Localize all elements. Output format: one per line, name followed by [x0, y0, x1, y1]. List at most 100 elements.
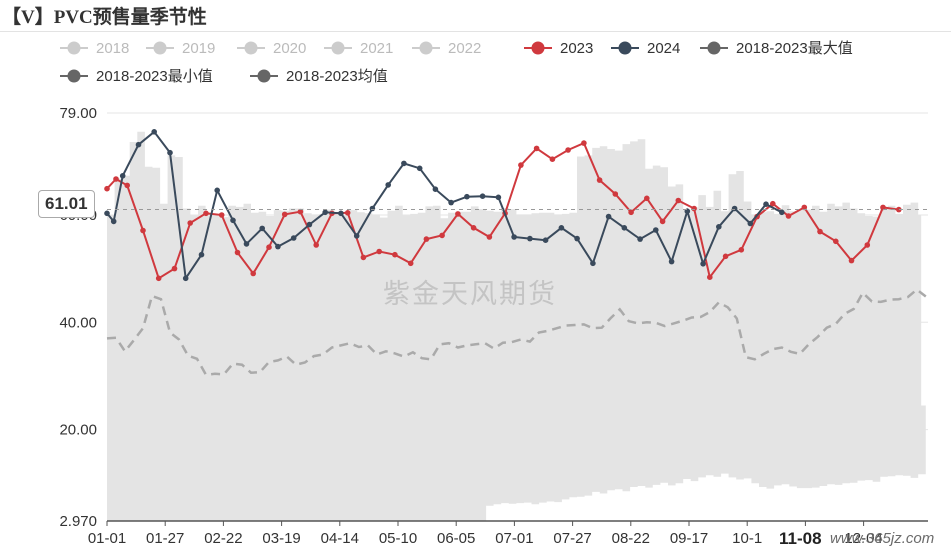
series-point-2024 — [369, 205, 376, 212]
series-point-2024 — [747, 220, 754, 227]
series-point-2023 — [344, 210, 351, 216]
series-point-2023 — [392, 251, 398, 258]
title-divider — [0, 31, 951, 32]
legend-label: 2022 — [448, 40, 481, 57]
x-tick-label: 01-01 — [88, 530, 126, 547]
legend-item-3[interactable]: 2020 — [237, 40, 306, 57]
series-point-2024 — [259, 225, 266, 232]
series-point-2024 — [495, 194, 502, 201]
series-point-2023 — [113, 176, 119, 182]
series-point-2024 — [542, 237, 549, 243]
series-point-2023 — [549, 156, 556, 162]
series-point-2023 — [140, 227, 146, 234]
x-tick-label: 01-27 — [146, 530, 184, 547]
legend-label: 2024 — [647, 40, 680, 57]
legend-item-6[interactable]: 2023 — [524, 40, 593, 57]
watermark: 紫金天风期货 — [383, 279, 557, 309]
series-point-2024 — [182, 275, 189, 282]
series-point-2023 — [659, 218, 666, 225]
legend-item-10[interactable]: 2018-2023均值 — [250, 68, 388, 85]
series-point-2023 — [833, 238, 839, 245]
series-point-2024 — [700, 261, 706, 267]
year-series — [104, 129, 902, 282]
series-point-2023 — [250, 270, 256, 277]
x-tick-label: 03-19 — [262, 530, 300, 547]
chart-title: 【V】PVC预售量季节性 — [2, 7, 207, 28]
series-point-2023 — [707, 274, 713, 281]
series-point-2023 — [533, 145, 540, 152]
legend-marker — [153, 41, 167, 55]
legend-marker — [618, 41, 632, 55]
legend-marker — [419, 41, 433, 55]
y-tick-label: 40.00 — [59, 314, 97, 331]
series-point-2023 — [218, 212, 225, 218]
series-point-2023 — [360, 254, 367, 261]
series-point-2024 — [110, 218, 117, 225]
series-point-2024 — [290, 235, 297, 241]
x-tick-label: 09-17 — [670, 530, 708, 547]
series-point-2024 — [511, 234, 517, 240]
series-point-2024 — [716, 224, 722, 230]
series-point-2024 — [416, 165, 423, 172]
y-tick-label: 2.970 — [59, 513, 97, 530]
legend-item-5[interactable]: 2022 — [412, 40, 481, 57]
series-point-2023 — [455, 211, 461, 217]
average-series — [106, 287, 927, 377]
series-point-2023 — [612, 191, 619, 197]
series-point-2024 — [275, 243, 281, 250]
series-point-2023 — [801, 204, 808, 211]
series-point-2023 — [675, 197, 682, 204]
x-tick-label: 04-14 — [321, 530, 359, 547]
series-point-2024 — [167, 149, 173, 156]
legend-label: 2023 — [560, 40, 593, 57]
legend-item-8[interactable]: 2018-2023最大值 — [700, 40, 853, 57]
site-watermark: www.365jz.com — [830, 530, 935, 547]
series-point-2023 — [297, 208, 304, 215]
series-point-2023 — [155, 275, 162, 282]
legend-label: 2021 — [360, 40, 393, 57]
series-point-2024 — [243, 241, 250, 247]
series-point-2024 — [230, 217, 236, 224]
series-point-2023 — [266, 244, 272, 250]
legend-item-1[interactable]: 2018 — [60, 40, 129, 57]
legend-item-9[interactable]: 2018-2023最小值 — [60, 68, 213, 85]
axis-pointer-label: 61.01 — [38, 190, 95, 218]
legend-item-4[interactable]: 2021 — [324, 40, 393, 57]
series-point-2024 — [464, 193, 470, 200]
series-point-2024 — [653, 227, 659, 233]
series-point-2024 — [385, 182, 392, 188]
series-point-2023 — [848, 257, 855, 264]
legend-item-2[interactable]: 2019 — [146, 40, 215, 57]
legend-item-7[interactable]: 2024 — [611, 40, 680, 57]
legend-label: 2020 — [273, 40, 306, 57]
series-point-2024 — [479, 193, 486, 199]
series-point-2024 — [558, 225, 565, 231]
legend-label: 2018-2023均值 — [286, 68, 388, 85]
xaxis-highlight-label: 11-08 — [779, 529, 822, 548]
series-point-2024 — [322, 209, 329, 216]
series-point-2024 — [338, 210, 344, 217]
series-line-2023 — [106, 141, 899, 280]
legend-marker — [244, 41, 258, 55]
x-tick-label: 07-27 — [553, 530, 591, 547]
legend-label: 2019 — [182, 40, 215, 57]
series-point-2024 — [779, 209, 785, 216]
legend-marker — [707, 41, 721, 55]
series-point-2024 — [574, 235, 580, 242]
series-point-2024 — [605, 213, 612, 220]
series-point-2023 — [565, 147, 571, 153]
series-point-2024 — [119, 173, 126, 179]
series-point-2024 — [214, 187, 220, 194]
legend-label: 2018-2023最小值 — [96, 68, 213, 85]
series-point-2024 — [353, 233, 360, 239]
series-point-2023 — [770, 200, 776, 207]
x-tick-label: 08-22 — [612, 530, 650, 547]
series-point-2024 — [198, 251, 205, 258]
series-point-2023 — [281, 211, 288, 218]
legend-marker — [67, 69, 81, 83]
series-point-2023 — [864, 242, 871, 248]
series-point-2023 — [470, 225, 477, 231]
x-tick-label: 10-1 — [732, 530, 762, 547]
legend-marker — [531, 41, 545, 55]
